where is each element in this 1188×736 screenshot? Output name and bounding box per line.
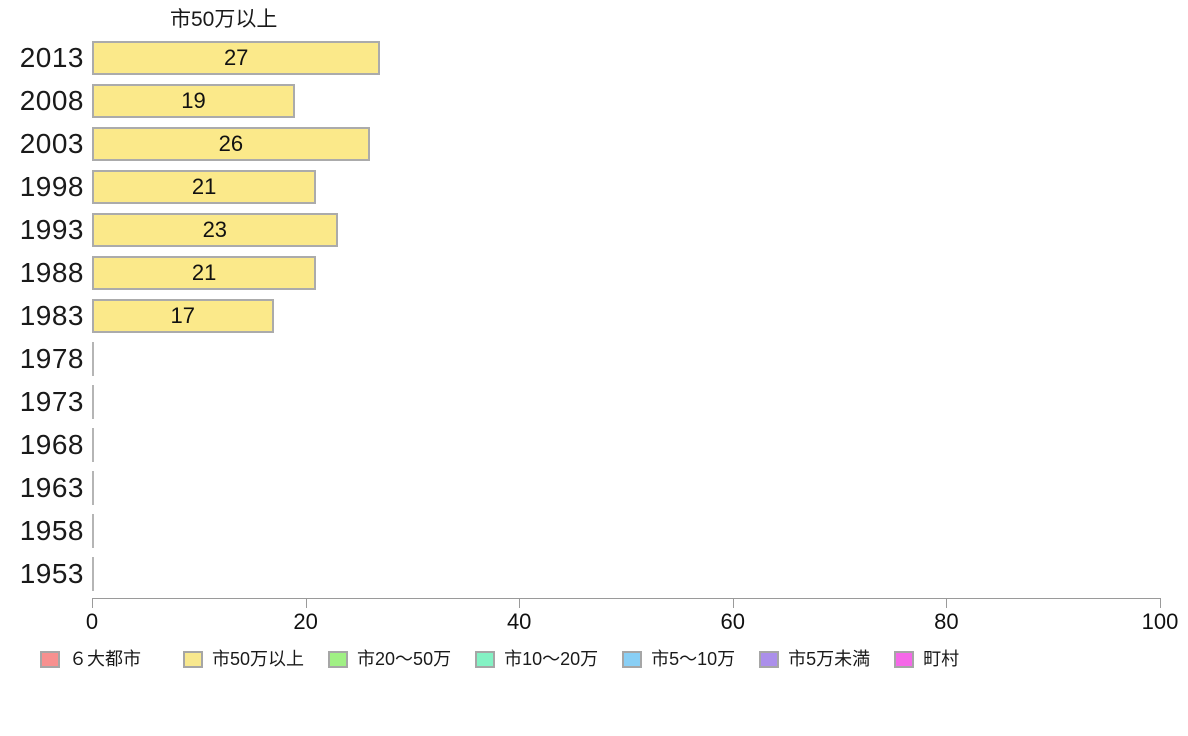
tick-mark (305, 598, 307, 608)
tick-label: 40 (506, 609, 532, 634)
tick-mark (946, 598, 948, 608)
x-axis-line (92, 598, 1160, 599)
chart-row: 1968 (0, 423, 1188, 466)
y-axis-label: 1968 (19, 428, 84, 460)
y-axis-label: 1983 (19, 299, 84, 331)
y-axis-label: 1998 (19, 170, 84, 202)
chart-row: 1978 (0, 337, 1188, 380)
legend-item-市50万以上[interactable]: 市50万以上 (183, 650, 304, 668)
bar-value-label: 26 (218, 130, 244, 156)
tick-label: 100 (1141, 609, 1179, 634)
chart-row: 1953 (0, 552, 1188, 595)
bar: 21 (92, 255, 317, 290)
bar-value-label: 17 (170, 302, 196, 328)
chart-row: 1973 (0, 380, 1188, 423)
y-axis-label: 1958 (19, 514, 84, 546)
legend-label: 市10〜20万 (504, 649, 599, 669)
tick-mark (519, 598, 521, 608)
legend-swatch (759, 650, 780, 668)
y-axis-label: 2003 (19, 127, 84, 159)
legend-item-市5-10万[interactable]: 市5〜10万 (622, 650, 735, 668)
tick-label: 80 (934, 609, 959, 634)
legend-label: 市20〜50万 (357, 649, 452, 669)
bar (92, 427, 94, 462)
y-axis-label: 1993 (19, 213, 84, 245)
tick-label: 60 (720, 609, 746, 634)
plot-cell: 27 (92, 40, 1188, 75)
bar (92, 513, 94, 548)
legend-swatch (622, 650, 643, 668)
plot-cell: 21 (92, 255, 1188, 290)
legend-swatch (183, 650, 203, 668)
tick-mark (1160, 598, 1161, 608)
bar-value-label: 23 (202, 216, 228, 242)
legend-label: ６大都市 (69, 649, 141, 669)
legend-item-市10-20万[interactable]: 市10〜20万 (475, 650, 598, 668)
y-axis-label: 1973 (19, 385, 84, 417)
chart-row: 2013 27 (0, 36, 1188, 79)
plot-cell: 26 (92, 126, 1188, 161)
plot-cell (92, 341, 1188, 376)
legend-swatch (328, 650, 349, 668)
plot-cell (92, 470, 1188, 505)
plot-cell (92, 384, 1188, 419)
legend-swatch (475, 650, 496, 668)
y-axis-label: 1988 (19, 256, 84, 288)
chart-row: 1963 (0, 466, 1188, 509)
chart-row: 1958 (0, 509, 1188, 552)
legend-item-6大都市[interactable]: ６大都市 (40, 650, 141, 668)
chart-title: 市50万以上 (170, 8, 278, 31)
plot-cell: 17 (92, 298, 1188, 333)
chart-row: 1988 21 (0, 251, 1188, 294)
plot-cell: 23 (92, 212, 1188, 247)
plot-area: 2013 27 2008 19 2003 26 19 (0, 36, 1188, 595)
chart-row: 2008 19 (0, 79, 1188, 122)
plot-cell (92, 427, 1188, 462)
tick-label: 20 (293, 609, 318, 634)
plot-cell: 21 (92, 169, 1188, 204)
bar (92, 470, 94, 505)
y-axis-label: 2013 (19, 41, 84, 73)
legend-label: 市50万以上 (212, 649, 305, 669)
y-axis-label: 1963 (19, 471, 84, 503)
legend-label: 市5〜10万 (651, 649, 736, 669)
y-axis-label: 2008 (19, 84, 84, 116)
x-axis: 0 20 40 60 80 100 (86, 598, 1178, 638)
plot-cell: 19 (92, 83, 1188, 118)
bar: 17 (92, 298, 274, 333)
bar-value-label: 27 (223, 44, 249, 70)
legend-item-町村[interactable]: 町村 (894, 650, 959, 668)
bar (92, 341, 94, 376)
bar (92, 556, 94, 591)
y-axis-label: 1978 (19, 342, 84, 374)
bar: 19 (92, 83, 295, 118)
plot-cell (92, 513, 1188, 548)
tick-label: 0 (85, 609, 99, 634)
bar (92, 384, 94, 419)
bar-value-label: 21 (191, 259, 217, 285)
chart-row: 1998 21 (0, 165, 1188, 208)
bar: 21 (92, 169, 317, 204)
chart-row: 1993 23 (0, 208, 1188, 251)
legend-label: 町村 (923, 649, 960, 669)
tick-mark (732, 598, 734, 608)
legend-swatch (894, 650, 915, 668)
legend-swatch (40, 650, 60, 668)
bar-value-label: 19 (181, 87, 206, 113)
legend: ６大都市 市50万以上 市20〜50万 市10〜20万 市5〜10万 市5万未満… (40, 650, 983, 668)
legend-item-市5万未満[interactable]: 市5万未満 (759, 650, 870, 668)
legend-label: 市5万未満 (788, 649, 871, 669)
bar-value-label: 21 (191, 173, 217, 199)
bar: 23 (92, 212, 338, 247)
bar: 27 (92, 40, 381, 75)
chart-row: 1983 17 (0, 294, 1188, 337)
plot-cell (92, 556, 1188, 591)
chart-row: 2003 26 (0, 122, 1188, 165)
y-axis-label: 1953 (19, 557, 84, 589)
legend-item-市20-50万[interactable]: 市20〜50万 (328, 650, 451, 668)
bar: 26 (92, 126, 370, 161)
tick-mark (92, 598, 93, 608)
